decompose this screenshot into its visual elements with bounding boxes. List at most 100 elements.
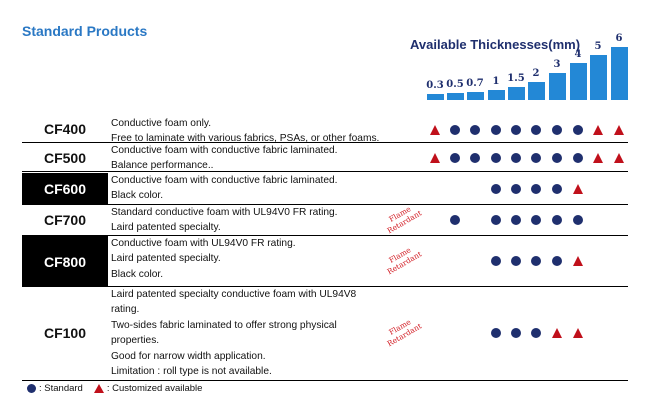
- standard-dot-icon: [469, 125, 480, 135]
- product-code: CF400: [43, 121, 87, 137]
- standard-dot-icon: [490, 256, 501, 266]
- standard-dot-icon: [449, 215, 460, 225]
- product-description: Conductive foam with conductive fabric l…: [111, 143, 338, 174]
- standard-dot-icon: [572, 215, 583, 225]
- standard-dot-icon: [510, 152, 521, 163]
- product-code: CF800: [22, 236, 108, 287]
- description-line: Black color.: [111, 190, 164, 202]
- custom-triangle-icon: [93, 384, 104, 393]
- standard-dot-icon: [530, 152, 541, 163]
- standard-dot-icon: [551, 183, 562, 194]
- description-line: Free to laminate with various fabrics, P…: [111, 133, 380, 145]
- description-line: Balance performance..: [111, 160, 214, 172]
- standard-dot-icon: [490, 152, 501, 163]
- page-title: Standard Products: [22, 23, 148, 39]
- standard-dot-icon: [530, 125, 541, 135]
- standard-dot-icon: [27, 384, 36, 393]
- product-row-cf600: CF600 Conductive foam with conductive fab…: [22, 173, 628, 205]
- standard-dot-icon: [530, 215, 541, 225]
- thickness-bar: [426, 94, 444, 100]
- thickness-bar: [610, 47, 628, 100]
- row-divider: [22, 204, 628, 205]
- product-code: CF700: [43, 212, 87, 228]
- description-line: rating.: [111, 304, 140, 316]
- description-line: Two-sides fabric laminated to offer stro…: [111, 319, 337, 331]
- custom-triangle-icon: [613, 152, 624, 163]
- thickness-label: 4: [574, 49, 582, 60]
- thickness-bar: [446, 93, 464, 100]
- product-description: Conductive foam with conductive fabric l…: [111, 173, 338, 204]
- thickness-label: 0.7: [466, 78, 484, 89]
- custom-triangle-icon: [613, 125, 624, 135]
- product-row-cf400: CF400 Conductive foam only. Free to lamina…: [22, 116, 628, 144]
- row-divider: [22, 380, 628, 381]
- custom-triangle-icon: [551, 328, 562, 338]
- product-description: Conductive foam only. Free to laminate wi…: [111, 116, 379, 147]
- standard-dot-icon: [449, 152, 460, 163]
- legend: : Standard : Customized available: [27, 383, 202, 394]
- product-description: Standard conductive foam with UL94V0 FR …: [111, 205, 338, 236]
- thickness-label: 6: [615, 33, 623, 44]
- thickness-bar: [527, 82, 545, 100]
- product-description: Conductive foam with UL94V0 FR rating. La…: [111, 236, 296, 282]
- standard-dot-icon: [490, 215, 501, 225]
- product-row-cf500: CF500 Conductive foam with conductive fab…: [22, 143, 628, 172]
- description-line: Conductive foam with conductive fabric l…: [111, 145, 338, 156]
- product-row-cf700: CF700 Standard conductive foam with UL94V…: [22, 205, 628, 235]
- row-divider: [22, 286, 628, 287]
- product-code: CF100: [43, 325, 87, 341]
- thickness-label: 1: [492, 76, 500, 87]
- custom-triangle-icon: [429, 125, 440, 135]
- thickness-bar: [569, 63, 587, 100]
- thickness-bar: [548, 73, 566, 100]
- description-line: Black color.: [111, 268, 164, 280]
- custom-triangle-icon: [429, 152, 440, 163]
- thickness-title: Available Thicknesses(mm): [410, 37, 581, 52]
- thickness-bar: [507, 87, 525, 100]
- thickness-label: 5: [594, 41, 602, 52]
- thickness-label: 0.3: [426, 80, 444, 91]
- description-line: Conductive foam with conductive fabric l…: [111, 175, 338, 186]
- legend-custom-label: : Customized available: [106, 383, 203, 394]
- standard-dot-icon: [490, 183, 501, 194]
- standard-dot-icon: [551, 152, 562, 163]
- standard-dot-icon: [510, 215, 521, 225]
- standard-dot-icon: [510, 256, 521, 266]
- standard-dot-icon: [530, 256, 541, 266]
- product-row-cf100: CF100 Laird patented specialty conductive…: [22, 287, 628, 379]
- description-line: Conductive foam only.: [111, 118, 212, 129]
- standard-dot-icon: [510, 183, 521, 194]
- standard-dot-icon: [469, 152, 480, 163]
- thickness-label: 0.5: [446, 79, 464, 90]
- thickness-chart: 0.3 0.5 0.7 1 1.5 2 3 4 5 6: [0, 0, 650, 110]
- custom-triangle-icon: [572, 183, 583, 194]
- standard-dot-icon: [572, 125, 583, 135]
- custom-triangle-icon: [592, 152, 603, 163]
- description-line: Laird patented specialty conductive foam…: [111, 289, 357, 300]
- description-line: Good for narrow width application.: [111, 350, 266, 362]
- row-divider: [22, 142, 628, 143]
- product-row-cf800: CF800 Conductive foam with UL94V0 FR rati…: [22, 236, 628, 287]
- standard-dot-icon: [551, 125, 562, 135]
- thickness-label: 2: [532, 68, 540, 79]
- row-divider: [22, 235, 628, 236]
- description-line: Limitation : roll type is not available.: [111, 366, 272, 378]
- standard-dot-icon: [551, 256, 562, 266]
- standard-dot-icon: [449, 125, 460, 135]
- custom-triangle-icon: [572, 256, 583, 266]
- product-code: CF500: [43, 149, 87, 166]
- standard-dot-icon: [510, 328, 521, 338]
- custom-triangle-icon: [572, 328, 583, 338]
- thickness-label: 1.5: [507, 73, 525, 84]
- thickness-label: 3: [553, 59, 561, 70]
- custom-triangle-icon: [592, 125, 603, 135]
- product-code: CF600: [22, 173, 108, 205]
- product-description: Laird patented specialty conductive foam…: [111, 287, 356, 379]
- standard-dot-icon: [551, 215, 562, 225]
- legend-standard-label: : Standard: [39, 383, 83, 394]
- standard-dot-icon: [510, 125, 521, 135]
- description-line: Laird patented specialty.: [111, 222, 221, 234]
- standard-dot-icon: [572, 152, 583, 163]
- thickness-bar: [466, 92, 484, 100]
- description-line: Conductive foam with UL94V0 FR rating.: [111, 238, 296, 249]
